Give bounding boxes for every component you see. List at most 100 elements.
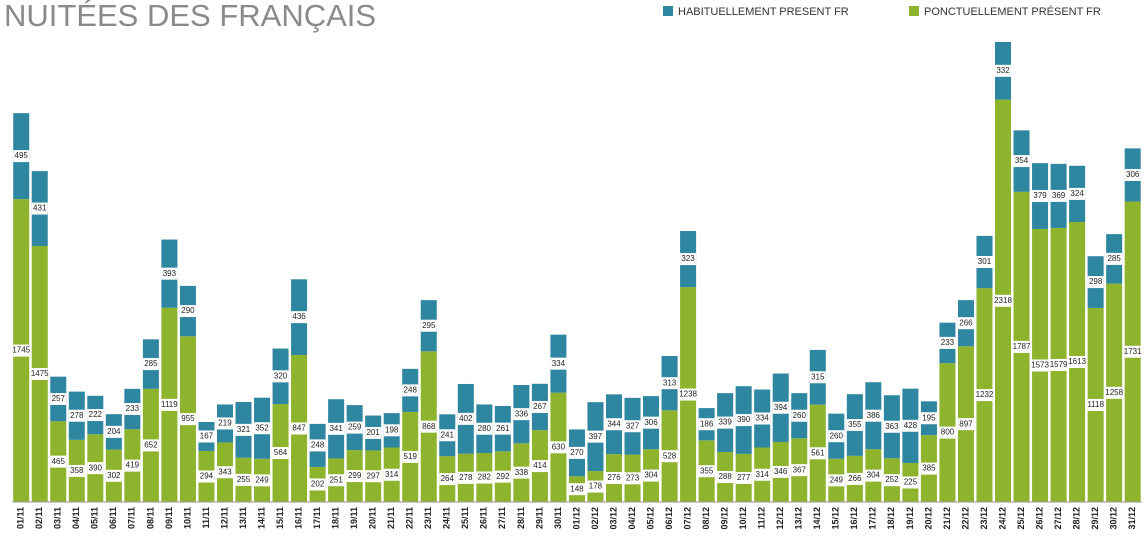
x-tick-label: 21/11 (386, 507, 396, 529)
value-label-bg (754, 468, 771, 481)
value-label: 276 (607, 473, 621, 482)
x-tick-label: 18/11 (331, 507, 341, 529)
value-label-bg (1032, 359, 1049, 372)
x-tick-label: 25/11 (460, 507, 470, 529)
value-label-bg (1069, 187, 1086, 200)
value-label: 327 (626, 421, 640, 430)
value-label: 1573 (1031, 361, 1049, 370)
value-label-bg (568, 446, 585, 459)
value-label-bg (50, 455, 67, 468)
value-label-bg (1050, 189, 1067, 202)
x-tick-label: 31/12 (1127, 507, 1137, 530)
value-label: 248 (311, 441, 325, 450)
value-label: 390 (737, 415, 751, 424)
value-label: 251 (329, 475, 343, 484)
value-label: 148 (570, 484, 584, 493)
value-label: 249 (255, 475, 269, 484)
value-label: 332 (996, 66, 1010, 75)
value-label: 186 (700, 419, 714, 428)
value-label-bg (865, 409, 882, 422)
value-label-bg (254, 474, 271, 487)
x-tick-label: 28/12 (1071, 507, 1081, 530)
x-tick-label: 05/11 (90, 507, 100, 529)
x-tick-label: 14/12 (812, 507, 822, 530)
value-label: 428 (904, 421, 918, 430)
value-label: 334 (552, 359, 566, 368)
legend-label: PONCTUELLEMENT PRÉSENT FR (924, 5, 1101, 18)
x-tick-label: 09/12 (720, 507, 730, 530)
x-tick-label: 09/11 (164, 507, 174, 529)
x-tick-label: 29/12 (1090, 507, 1100, 530)
value-label-bg (402, 450, 419, 463)
value-label-bg (31, 202, 48, 215)
x-tick-label: 04/12 (627, 507, 637, 530)
x-tick-label: 11/12 (757, 507, 767, 529)
value-label: 314 (385, 470, 399, 479)
value-label: 1238 (679, 390, 697, 399)
value-label-bg (383, 424, 400, 437)
x-tick-label: 26/12 (1034, 507, 1044, 530)
value-label: 198 (385, 425, 399, 434)
value-label-bg (494, 422, 511, 435)
value-label-bg (476, 422, 493, 435)
value-label-bg (142, 358, 159, 371)
value-label: 248 (404, 385, 418, 394)
value-label: 266 (959, 318, 973, 327)
x-tick-label: 28/11 (516, 507, 526, 529)
x-tick-label: 02/11 (34, 507, 44, 529)
x-tick-label: 14/11 (256, 507, 266, 529)
value-label: 285 (1107, 254, 1121, 263)
x-tick-label: 19/12 (905, 507, 915, 530)
value-label-bg (550, 441, 567, 454)
value-label: 323 (681, 254, 695, 263)
value-label: 267 (533, 402, 547, 411)
value-label: 273 (626, 473, 640, 482)
x-tick-label: 20/11 (368, 507, 378, 529)
value-label: 280 (478, 424, 492, 433)
value-label-bg (735, 414, 752, 427)
x-tick-label: 19/11 (349, 507, 359, 529)
value-label: 270 (570, 448, 584, 457)
value-label-bg (865, 469, 882, 482)
x-tick-label: 01/12 (571, 507, 581, 530)
value-label-bg (513, 466, 530, 479)
value-label: 419 (126, 461, 140, 470)
value-label-bg (457, 412, 474, 425)
value-label: 298 (1089, 277, 1103, 286)
value-label: 1787 (1013, 342, 1031, 351)
value-label: 343 (218, 467, 232, 476)
value-label: 1475 (31, 369, 49, 378)
value-label: 1613 (1068, 357, 1086, 366)
value-label: 304 (644, 471, 658, 480)
x-tick-label: 13/12 (794, 507, 804, 530)
value-label: 1232 (976, 390, 994, 399)
value-label-bg (272, 447, 289, 460)
value-label-bg (457, 471, 474, 484)
value-label: 385 (922, 464, 936, 473)
value-label-bg (346, 470, 363, 483)
value-label-bg (976, 389, 993, 402)
value-label-bg (920, 462, 937, 475)
value-label: 1119 (161, 400, 178, 409)
value-label: 528 (663, 451, 677, 460)
value-label: 465 (52, 457, 66, 466)
value-label: 334 (756, 414, 770, 423)
value-label-bg (1013, 340, 1030, 353)
value-label-bg (235, 473, 252, 486)
value-label: 1731 (1124, 347, 1142, 356)
value-label: 561 (811, 448, 825, 457)
value-label: 292 (496, 472, 510, 481)
value-label-bg (902, 476, 919, 489)
value-label: 564 (274, 448, 288, 457)
x-tick-label: 29/11 (534, 507, 544, 529)
value-label: 294 (200, 472, 214, 481)
value-label-bg (828, 474, 845, 487)
value-label-bg (531, 460, 548, 473)
value-label: 355 (700, 466, 714, 475)
x-tick-label: 16/11 (293, 507, 303, 529)
value-label: 363 (885, 422, 899, 431)
value-label-bg (161, 267, 178, 280)
value-label-bg (216, 417, 233, 430)
value-label-bg (828, 430, 845, 443)
value-label: 402 (459, 414, 473, 423)
